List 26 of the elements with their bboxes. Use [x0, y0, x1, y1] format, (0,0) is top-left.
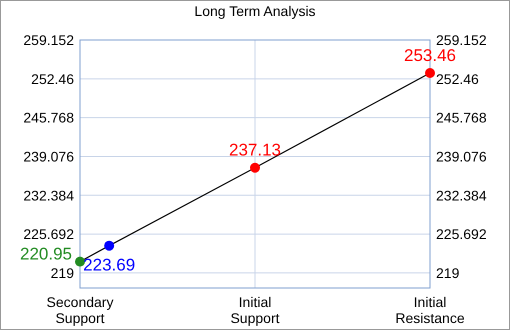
y-tick-label: 252.46	[31, 70, 74, 87]
y2-tick-label: 239.076	[436, 148, 487, 164]
x-tick-label: Secondary Support	[46, 294, 114, 326]
y2-tick-label: 252.46	[436, 70, 480, 87]
y-tick-label: 245.768	[23, 110, 74, 126]
y2-tick-label: 259.152	[436, 32, 487, 48]
y2-tick-label: 245.768	[436, 110, 487, 126]
point	[425, 68, 435, 78]
y-tick-label: 225.692	[23, 226, 74, 242]
data-label: 253.46	[404, 46, 456, 66]
x-tick-label: Initial Support	[230, 294, 280, 326]
data-label: 220.95	[20, 244, 72, 264]
point	[250, 162, 260, 173]
y2-tick-label: 219	[436, 264, 460, 281]
y-tick-label: 259.152	[23, 32, 74, 48]
point	[75, 256, 85, 267]
y-tick-label: 219	[50, 264, 74, 281]
chart-title: Long Term Analysis	[194, 3, 316, 19]
data-label: 223.69	[83, 256, 136, 275]
point	[104, 240, 114, 251]
y-tick-label: 239.076	[23, 148, 74, 164]
y2-tick-label: 225.692	[436, 226, 487, 242]
y2-tick-label: 232.384	[436, 187, 487, 204]
data-label: 237.13	[229, 140, 281, 160]
x-tick-label: Initial Resistance	[395, 294, 465, 326]
y-tick-label: 232.384	[23, 187, 74, 204]
